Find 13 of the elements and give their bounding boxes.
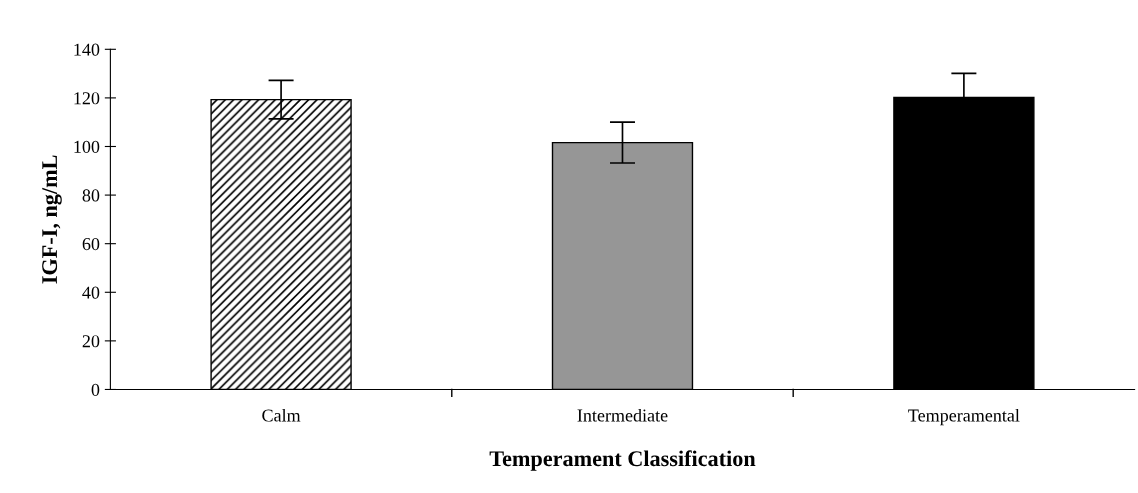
x-tick-label: Intermediate	[577, 408, 668, 422]
y-tick-label: 20	[82, 335, 100, 348]
y-axis-title: IGF-I, ng/mL	[42, 155, 62, 284]
y-tick-label: 60	[82, 237, 100, 251]
x-tick-label: Temperamental	[908, 408, 1020, 426]
y-tick-label: 100	[74, 140, 100, 153]
y-tick-label: 120	[74, 92, 100, 105]
y-tick-label: 40	[82, 286, 100, 299]
y-tick-label: 0	[91, 383, 100, 396]
x-axis-title: Temperament Classification	[489, 450, 756, 471]
x-tick-label: Calm	[262, 408, 301, 422]
y-tick-label: 140	[74, 43, 100, 56]
y-tick-label: 80	[82, 189, 100, 202]
